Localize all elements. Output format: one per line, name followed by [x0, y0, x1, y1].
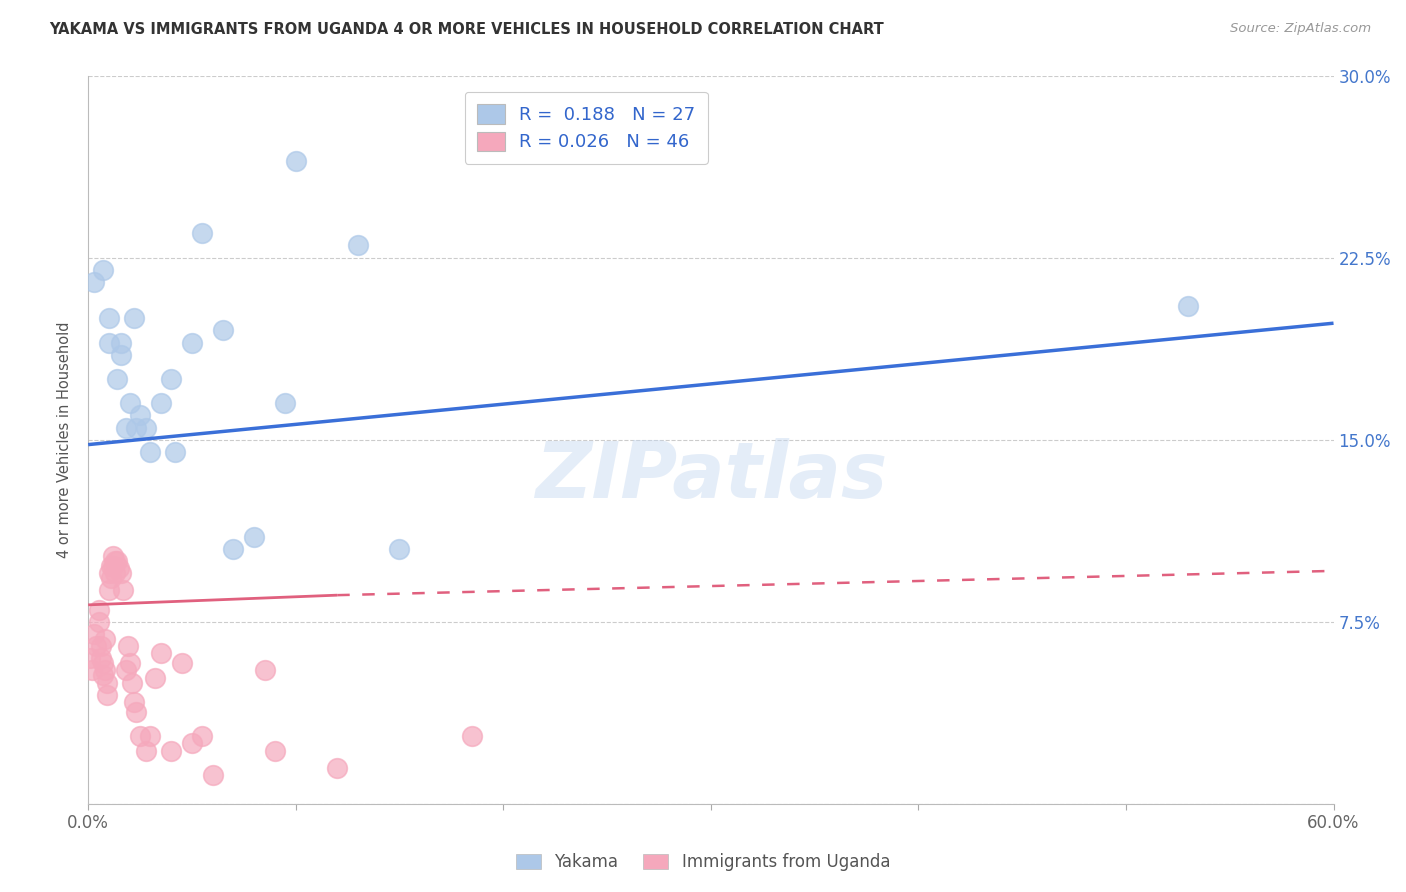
Point — [191, 729, 214, 743]
Point — [97, 335, 120, 350]
Point — [86, 639, 108, 653]
Point — [461, 729, 484, 743]
Point — [201, 768, 224, 782]
Y-axis label: 4 or more Vehicles in Household: 4 or more Vehicles in Household — [58, 321, 72, 558]
Point — [170, 656, 193, 670]
Point — [125, 705, 148, 719]
Point — [114, 664, 136, 678]
Point — [347, 238, 370, 252]
Point — [101, 549, 124, 564]
Point — [114, 420, 136, 434]
Point — [243, 530, 266, 544]
Point — [91, 262, 114, 277]
Point — [90, 651, 112, 665]
Point — [104, 566, 127, 581]
Text: ZIPatlas: ZIPatlas — [534, 438, 887, 514]
Point — [326, 760, 349, 774]
Point — [83, 275, 105, 289]
Point — [87, 603, 110, 617]
Point — [274, 396, 297, 410]
Point — [104, 554, 127, 568]
Point — [222, 541, 245, 556]
Point — [87, 615, 110, 629]
Point — [117, 639, 139, 653]
Point — [122, 695, 145, 709]
Point — [82, 664, 104, 678]
Point — [122, 311, 145, 326]
Point — [191, 227, 214, 241]
Legend: Yakama, Immigrants from Uganda: Yakama, Immigrants from Uganda — [508, 845, 898, 880]
Point — [83, 627, 105, 641]
Point — [253, 664, 276, 678]
Point — [96, 688, 118, 702]
Point — [135, 743, 157, 757]
Point — [100, 559, 122, 574]
Point — [91, 656, 114, 670]
Point — [149, 396, 172, 410]
Point — [97, 311, 120, 326]
Point — [149, 647, 172, 661]
Point — [94, 664, 117, 678]
Point — [108, 561, 131, 575]
Point — [181, 335, 204, 350]
Point — [101, 559, 124, 574]
Point — [112, 583, 135, 598]
Point — [105, 372, 128, 386]
Point — [96, 675, 118, 690]
Point — [97, 583, 120, 598]
Point — [212, 323, 235, 337]
Point — [181, 736, 204, 750]
Point — [110, 335, 132, 350]
Point — [121, 675, 143, 690]
Point — [105, 554, 128, 568]
Point — [160, 743, 183, 757]
Point — [118, 656, 141, 670]
Point — [91, 668, 114, 682]
Point — [264, 743, 287, 757]
Legend: R =  0.188   N = 27, R = 0.026   N = 46: R = 0.188 N = 27, R = 0.026 N = 46 — [465, 92, 707, 164]
Point — [129, 409, 152, 423]
Point — [94, 632, 117, 646]
Point — [139, 445, 162, 459]
Point — [129, 729, 152, 743]
Point — [79, 651, 101, 665]
Point — [97, 566, 120, 581]
Point — [139, 729, 162, 743]
Point — [160, 372, 183, 386]
Point — [118, 396, 141, 410]
Point — [90, 639, 112, 653]
Point — [110, 348, 132, 362]
Point — [388, 541, 411, 556]
Point — [100, 571, 122, 585]
Point — [135, 420, 157, 434]
Point — [284, 153, 307, 168]
Point — [125, 420, 148, 434]
Point — [110, 566, 132, 581]
Point — [165, 445, 187, 459]
Point — [143, 671, 166, 685]
Text: YAKAMA VS IMMIGRANTS FROM UGANDA 4 OR MORE VEHICLES IN HOUSEHOLD CORRELATION CHA: YAKAMA VS IMMIGRANTS FROM UGANDA 4 OR MO… — [49, 22, 884, 37]
Point — [1177, 299, 1199, 313]
Text: Source: ZipAtlas.com: Source: ZipAtlas.com — [1230, 22, 1371, 36]
